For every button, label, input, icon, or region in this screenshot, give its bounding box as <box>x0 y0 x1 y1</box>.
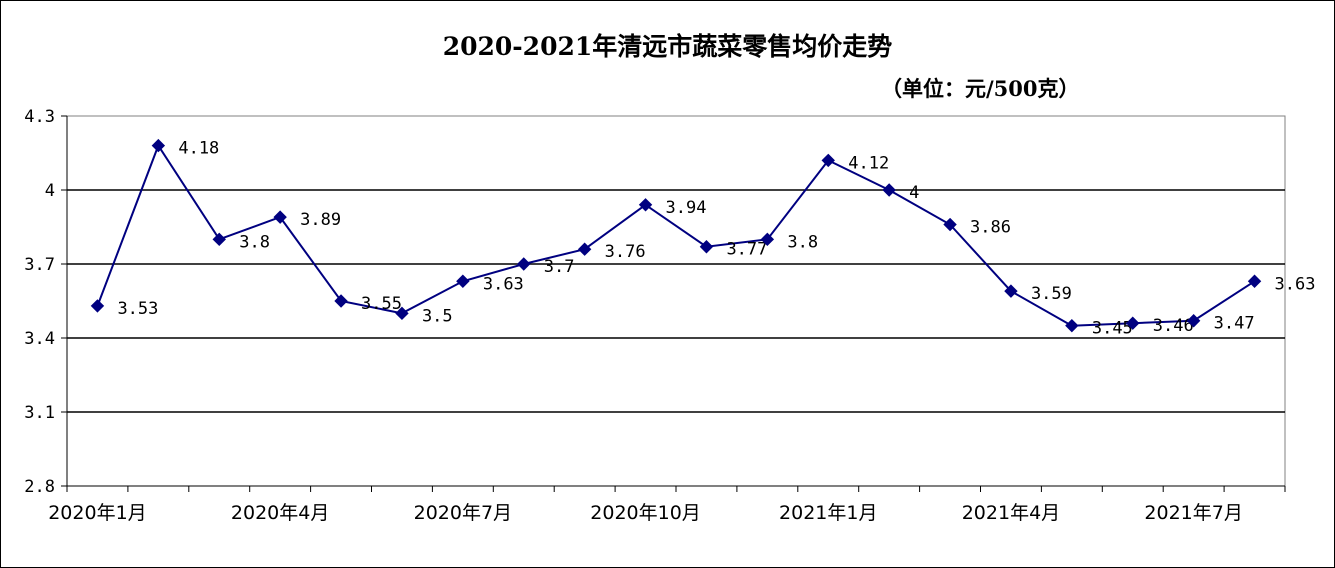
data-label: 3.94 <box>666 198 707 218</box>
x-tick-label: 2020年7月 <box>414 502 512 524</box>
x-tick-label: 2020年1月 <box>48 502 146 524</box>
data-label: 3.7 <box>544 257 575 277</box>
data-label: 3.59 <box>1031 284 1072 304</box>
data-point-marker <box>882 183 896 197</box>
data-point-marker <box>334 294 348 308</box>
data-point-marker <box>1247 274 1262 288</box>
data-label: 3.77 <box>726 240 767 260</box>
x-tick-label: 2020年4月 <box>231 502 329 524</box>
data-label: 3.63 <box>483 274 524 294</box>
x-tick-label: 2020年10月 <box>590 502 701 524</box>
data-label: 3.55 <box>361 294 402 314</box>
chart-title: 2020-2021年清远市蔬菜零售均价走势 <box>442 32 893 61</box>
data-label: 4.18 <box>178 139 219 159</box>
data-point-marker <box>699 240 714 254</box>
data-point-marker <box>1126 316 1140 330</box>
data-label: 4.12 <box>848 153 889 173</box>
data-label: 3.86 <box>970 218 1011 238</box>
data-label: 3.8 <box>787 232 818 252</box>
x-tick-label: 2021年1月 <box>779 502 877 524</box>
data-point-marker <box>638 198 653 212</box>
data-label: 3.5 <box>422 306 453 326</box>
data-point-marker <box>943 217 957 232</box>
data-label: 3.8 <box>239 232 270 252</box>
data-point-marker <box>456 274 470 288</box>
data-point-marker <box>821 153 835 168</box>
data-point-marker <box>395 306 409 321</box>
y-tick-label: 3.7 <box>24 255 55 275</box>
data-point-marker <box>577 242 592 256</box>
x-tick-label: 2021年7月 <box>1144 502 1242 524</box>
data-point-marker <box>517 257 531 271</box>
y-tick-label: 2.8 <box>24 477 55 497</box>
chart-unit-label: （单位：元/500克） <box>881 76 1080 101</box>
data-label: 3.63 <box>1275 274 1316 294</box>
x-tick-label: 2021年4月 <box>962 502 1060 524</box>
data-label: 3.76 <box>605 242 646 262</box>
data-point-marker <box>1186 314 1201 328</box>
series-line <box>96 143 1256 327</box>
data-point-marker <box>90 299 105 313</box>
data-point-marker <box>151 138 166 153</box>
data-label: 3.53 <box>117 299 158 319</box>
data-point-marker <box>1065 318 1079 333</box>
data-label: 4 <box>909 183 919 203</box>
data-point-marker <box>273 210 287 224</box>
y-tick-label: 3.1 <box>24 403 55 423</box>
plot-area-border <box>66 115 1286 487</box>
data-label: 3.46 <box>1153 316 1194 336</box>
data-label: 3.47 <box>1214 314 1255 334</box>
data-label: 3.45 <box>1092 319 1133 339</box>
data-point-marker <box>1004 284 1018 298</box>
y-tick-label: 4.3 <box>24 107 55 127</box>
y-tick-label: 3.4 <box>24 329 55 349</box>
y-tick-label: 4 <box>45 181 55 201</box>
data-point-marker <box>760 232 775 247</box>
data-label: 3.89 <box>300 210 341 230</box>
data-point-marker <box>212 232 226 247</box>
